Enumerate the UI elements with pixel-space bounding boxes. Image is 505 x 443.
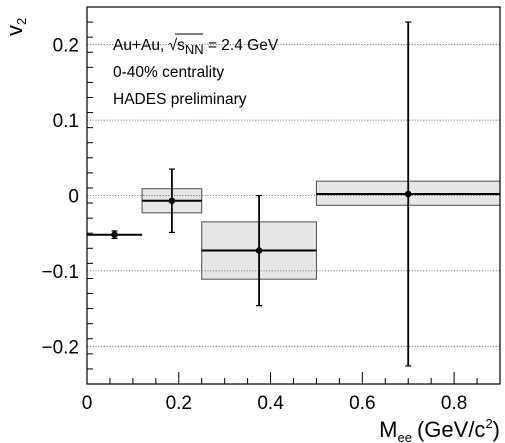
data-point	[255, 247, 263, 254]
y-tick-label: −0.1	[41, 262, 79, 283]
data-points	[87, 21, 500, 367]
x-tick-label: 0.8	[441, 393, 467, 414]
centrality-annotation: 0-40% centrality	[113, 64, 224, 81]
y-tick-label: 0.2	[53, 36, 79, 57]
experiment-annotation: HADES preliminary	[113, 91, 247, 108]
x-tick-label: 0.4	[257, 393, 284, 414]
y-tick-label: −0.2	[41, 337, 79, 358]
x-tick-label: 0.2	[166, 393, 192, 414]
gridlines	[87, 44, 500, 347]
data-point	[168, 197, 176, 205]
x-axis-title: Mee (GeV/c2)	[379, 416, 500, 443]
x-tick-label: 0	[82, 393, 93, 414]
data-point	[111, 231, 118, 239]
x-tick-label: 0.6	[349, 393, 375, 414]
y-tick-label: 0.1	[53, 111, 79, 132]
data-point	[404, 190, 412, 198]
y-tick-label: 0	[68, 187, 79, 208]
y-axis-title: v2	[2, 18, 29, 36]
axis-ticks	[86, 6, 501, 385]
collision-annotation: Au+Au, √sNN = 2.4 GeV	[113, 37, 279, 57]
tick-labels: 0 0.2 0.4 0.6 0.8 0.2 0.1 0 −0.1 −0.2	[41, 36, 467, 414]
